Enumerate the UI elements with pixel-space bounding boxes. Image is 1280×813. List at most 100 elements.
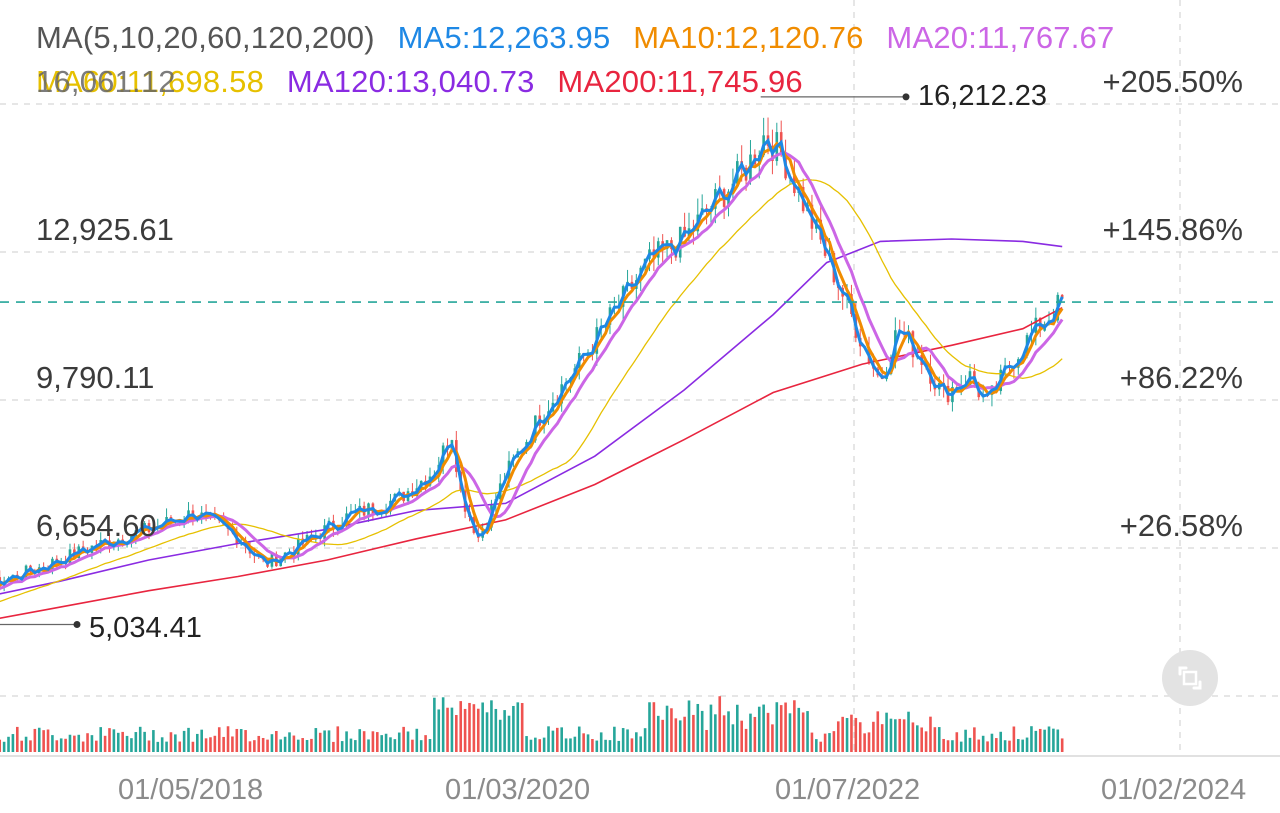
low-price-annotation: 5,034.41 — [89, 612, 202, 644]
volume-bar — [46, 729, 50, 752]
volume-bar — [468, 702, 471, 752]
volume-bar — [762, 704, 765, 752]
volume-bar — [916, 725, 919, 752]
volume-bar — [995, 738, 998, 752]
volume-bar — [709, 704, 713, 752]
volume-bar — [635, 732, 638, 752]
volume-bar — [867, 732, 871, 752]
volume-bar — [889, 718, 893, 752]
volume-bar — [336, 726, 340, 752]
pct-axis-label-2: +145.86% — [1102, 212, 1243, 247]
volume-bar — [626, 729, 629, 752]
volume-bar — [261, 737, 265, 752]
ma-legend-row-1: MA(5,10,20,60,120,200) MA5:12,263.95 MA1… — [36, 20, 1114, 56]
volume-bar — [248, 741, 252, 752]
pct-axis-label-1: +205.50% — [1102, 64, 1243, 99]
volume-bar — [1034, 730, 1038, 752]
volume-bar — [332, 741, 335, 752]
volume-bar — [525, 736, 528, 752]
volume-bar — [577, 726, 581, 752]
volume-bar — [121, 731, 124, 752]
volume-bar — [850, 714, 853, 752]
volume-bar — [86, 733, 89, 752]
volume-bar — [51, 735, 54, 752]
volume-bar — [1060, 738, 1064, 752]
volume-bar — [595, 740, 599, 752]
volume-bar — [213, 735, 217, 752]
volume-bar — [902, 719, 906, 752]
volume-bar — [643, 728, 647, 752]
volume-bar — [766, 712, 770, 752]
volume-bar — [534, 737, 537, 752]
overlapping-price-text: 16,061.12 — [36, 64, 176, 99]
volume-bar — [784, 702, 787, 752]
volume-bar — [1003, 740, 1007, 752]
volume-bar — [542, 737, 546, 752]
x-axis-label-3: 01/07/2022 — [775, 774, 921, 806]
volume-bar — [283, 736, 287, 752]
volume-bar — [15, 726, 19, 752]
volume-bar — [529, 739, 533, 752]
volume-bar — [59, 738, 63, 752]
volume-bar — [512, 705, 515, 752]
volume-bar — [455, 714, 458, 752]
ma10-line — [0, 141, 1064, 587]
ma120-line — [0, 238, 1063, 595]
volume-bar — [375, 732, 379, 752]
ma-legend-row-2: MA60:11,698.58 MA120:13,040.73 MA200:11,… — [36, 64, 803, 100]
ma5-line — [0, 137, 1064, 586]
volume-bar — [138, 726, 142, 752]
x-axis-label-1: 01/05/2018 — [118, 774, 264, 806]
volume-bar — [1016, 739, 1020, 752]
volume-bar — [999, 731, 1003, 752]
volume-bar — [573, 736, 577, 752]
volume-bar — [424, 735, 427, 752]
volume-bar — [345, 731, 348, 752]
volume-bar — [257, 735, 261, 752]
volume-bar — [696, 703, 700, 752]
y-axis-label-bottom: 6,654.60 — [36, 508, 157, 543]
volume-bar — [1056, 729, 1060, 752]
volume-bar — [845, 718, 849, 752]
volume-bar — [481, 702, 484, 752]
volume-bar — [428, 739, 432, 752]
volume-bar — [125, 735, 129, 752]
volume-bar — [231, 736, 234, 752]
volume-bar — [507, 715, 511, 752]
volume-bar — [340, 741, 344, 752]
volume-bar — [621, 728, 625, 752]
volume-bar — [1030, 726, 1033, 752]
volume-bar — [389, 737, 392, 752]
volume-bar — [1021, 739, 1024, 752]
volume-bar — [217, 727, 221, 752]
volume-bar — [591, 739, 594, 752]
volume-bar — [538, 739, 542, 752]
volume-bar — [1025, 737, 1029, 752]
volume-bar — [275, 731, 278, 752]
volume-bar — [894, 719, 897, 752]
volume-bar — [380, 735, 383, 752]
volume-bar — [1038, 728, 1042, 752]
volume-bar — [90, 735, 94, 752]
fullscreen-button[interactable] — [1162, 650, 1218, 706]
ma20-line — [0, 151, 1064, 590]
volume-bar — [441, 697, 445, 752]
volume-bar — [419, 740, 423, 752]
y-axis-label-mid: 9,790.11 — [36, 360, 155, 395]
volume-bar — [393, 739, 397, 752]
low-annotation-dot — [73, 620, 81, 628]
volume-bar — [437, 709, 441, 752]
volume-bar — [327, 730, 331, 752]
volume-bar — [964, 729, 967, 752]
volume-bar — [678, 720, 682, 752]
volume-bar — [806, 711, 809, 752]
volume-bar — [29, 740, 32, 752]
volume-bar — [863, 733, 866, 752]
volume-bar — [11, 734, 15, 752]
volume-bar — [749, 713, 752, 752]
volume-bar — [266, 739, 269, 752]
expand-icon — [1178, 666, 1202, 690]
pct-axis-label-3: +86.22% — [1119, 360, 1243, 395]
volume-bar — [639, 736, 643, 752]
volume-bar — [753, 716, 757, 752]
